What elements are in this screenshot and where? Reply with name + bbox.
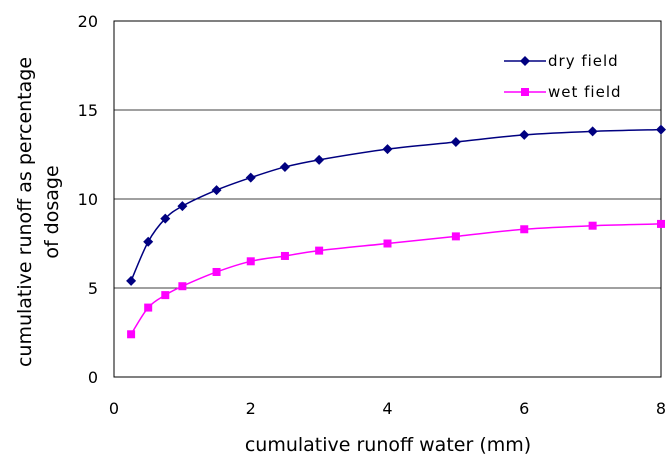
legend-entry-wet-field: wet field [504, 83, 622, 101]
y-tick-label: 20 [78, 12, 98, 31]
data-point-wet-field [520, 225, 529, 234]
data-point-wet-field [127, 330, 136, 339]
data-point-dry-field [314, 154, 325, 165]
legend: dry field wet field [504, 52, 622, 101]
y-tick-label: 15 [78, 101, 98, 120]
series-layer [126, 124, 666, 339]
data-point-wet-field [657, 219, 665, 228]
data-point-dry-field [177, 201, 188, 212]
data-point-wet-field [315, 246, 324, 255]
legend-entry-dry-field: dry field [504, 52, 619, 70]
data-point-dry-field [126, 275, 137, 286]
y-tick-label: 10 [78, 190, 98, 209]
legend-marker-dry-field [520, 56, 530, 66]
x-tick-label: 2 [246, 399, 256, 418]
x-axis-title: cumulative runoff water (mm) [245, 434, 531, 456]
y-tick-labels: 0 5 10 15 20 [78, 12, 98, 387]
data-point-wet-field [588, 221, 597, 230]
data-point-dry-field [279, 161, 290, 172]
legend-label-wet-field: wet field [548, 83, 622, 101]
y-axis-title: cumulative runoff as percentage of dosag… [14, 57, 63, 367]
y-axis-title-line-2: of dosage [41, 165, 63, 258]
x-tick-label: 8 [656, 399, 666, 418]
y-tick-label: 0 [88, 368, 98, 387]
data-point-wet-field [161, 291, 170, 300]
y-axis-title-line-1: cumulative runoff as percentage [14, 57, 36, 367]
data-point-wet-field [451, 232, 460, 241]
series-line-dry-field [130, 128, 662, 282]
data-point-dry-field [382, 144, 393, 155]
x-tick-label: 6 [519, 399, 529, 418]
data-point-dry-field [450, 137, 461, 148]
plot-area [113, 20, 662, 378]
data-point-dry-field [656, 124, 666, 135]
data-point-dry-field [143, 236, 154, 247]
data-point-dry-field [587, 126, 598, 137]
data-point-dry-field [160, 213, 171, 224]
gridlines [114, 109, 661, 289]
legend-marker-wet-field [521, 88, 529, 96]
data-point-wet-field [383, 239, 392, 248]
x-tick-labels: 0 2 4 6 8 [109, 399, 666, 418]
x-tick-label: 4 [382, 399, 392, 418]
series-line-wet-field [130, 223, 662, 335]
data-point-wet-field [212, 267, 221, 276]
data-point-wet-field [280, 251, 289, 260]
data-point-dry-field [519, 129, 530, 140]
data-point-wet-field [246, 257, 255, 266]
data-point-wet-field [144, 303, 153, 312]
data-point-dry-field [245, 172, 256, 183]
data-point-dry-field [211, 185, 222, 196]
data-point-wet-field [178, 282, 187, 291]
legend-label-dry-field: dry field [548, 52, 619, 70]
y-tick-label: 5 [88, 279, 98, 298]
x-tick-label: 0 [109, 399, 119, 418]
